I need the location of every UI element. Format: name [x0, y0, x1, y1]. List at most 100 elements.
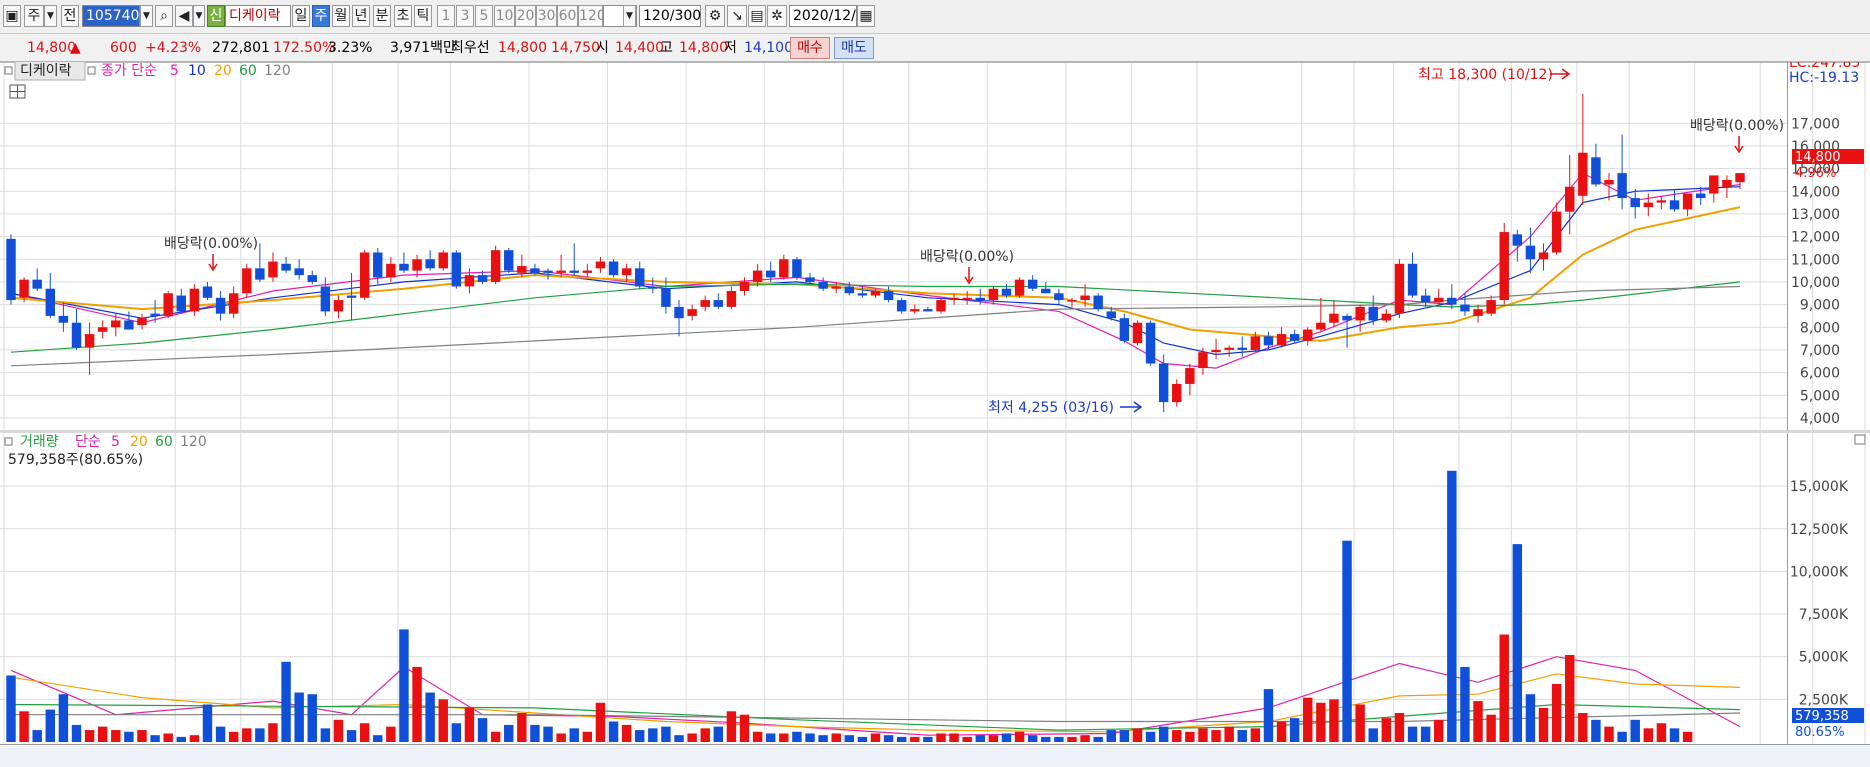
candle-body [1093, 295, 1103, 310]
interval-30-button[interactable]: 30 [536, 5, 557, 27]
candle-body [582, 270, 593, 273]
volume-bar [242, 728, 252, 742]
candle-body [32, 279, 42, 289]
candle-body [556, 270, 566, 273]
volume-tick-label: 7,500K [1799, 607, 1849, 623]
volume-bar [1316, 702, 1326, 742]
interval-60-button[interactable]: 60 [557, 5, 578, 27]
volume-bar [1198, 728, 1208, 742]
volume-tick-label: 10,000K [1790, 564, 1849, 580]
interval-3-button[interactable]: 3 [456, 5, 474, 27]
period-day-button[interactable]: 일 [292, 5, 310, 27]
sell-button[interactable]: 매도 [834, 37, 874, 59]
volume-bar [176, 736, 186, 742]
speaker-icon[interactable]: ◀ [175, 5, 193, 27]
volume-bar [425, 692, 435, 742]
chevron-down-icon[interactable]: ▼ [623, 5, 636, 27]
volume-bar [831, 733, 841, 742]
volume-bar [1512, 544, 1523, 742]
trend-tool-icon[interactable]: ↘ [727, 5, 747, 27]
period-year-button[interactable]: 년 [352, 5, 370, 27]
window-icon[interactable]: ▣ [3, 5, 21, 27]
candle-body [1394, 263, 1405, 314]
volume-tick-label: 5,000K [1799, 650, 1849, 666]
volume-bar [399, 629, 409, 742]
candlesticks [6, 93, 1745, 413]
candle-body [1735, 173, 1745, 183]
interval-120-button[interactable]: 120 [578, 5, 606, 27]
volume-bar [1224, 726, 1234, 742]
candle-body [189, 288, 200, 312]
ma-toggle-icon[interactable] [87, 66, 96, 75]
stock-code-input[interactable]: 105740 [82, 5, 140, 27]
chevron-down-icon[interactable]: ▼ [140, 5, 153, 27]
volume-bar [333, 719, 344, 742]
volume-bar [1604, 726, 1614, 742]
volume-bar [582, 731, 593, 742]
candle-body [1551, 211, 1562, 253]
dividend-annotation-1: 배당락(0.00%) [164, 236, 258, 252]
candle-body [150, 313, 160, 316]
search-icon[interactable]: ⌕ [155, 5, 173, 27]
candle-body [464, 275, 475, 287]
volume-bar [687, 733, 697, 742]
volume-tick-label: 12,500K [1790, 522, 1849, 538]
gear-icon[interactable]: ✲ [767, 5, 787, 27]
chevron-down-icon[interactable]: ▼ [44, 5, 57, 27]
candle-body [883, 291, 894, 301]
price-tick-label: 6,000 [1800, 366, 1840, 382]
mode-button[interactable]: 전 [61, 5, 79, 27]
candle-body [1407, 263, 1418, 296]
panel-minimize-icon[interactable] [1854, 434, 1866, 445]
candle-body [648, 286, 658, 289]
chevron-down-icon[interactable]: ▼ [193, 5, 205, 27]
period-main-select[interactable]: 주 [24, 5, 44, 27]
period-second-button[interactable]: 초 [394, 5, 412, 27]
candle-body [1080, 295, 1090, 301]
volume-bar [792, 731, 802, 742]
indicator-settings-icon[interactable]: ⚙ [705, 5, 725, 27]
date-input[interactable]: 2020/12/28 [789, 5, 874, 27]
volume-legend-toggle-icon[interactable] [4, 437, 13, 446]
period-month-button[interactable]: 월 [332, 5, 350, 27]
volume-bar [1093, 736, 1103, 742]
candle-body [373, 252, 383, 278]
buy-button[interactable]: 매수 [790, 37, 830, 59]
price-tick-label: 15,000 [1791, 162, 1840, 178]
stock-label: 디케이락 [20, 63, 72, 79]
candle-body [1211, 349, 1221, 353]
volume-bar [228, 731, 239, 742]
volume-bar [556, 733, 566, 742]
candle-body [1224, 347, 1234, 350]
volume-bar [805, 733, 815, 742]
volume-bar [517, 713, 527, 742]
candle-body [412, 259, 422, 271]
calendar-icon[interactable]: ▦ [857, 5, 875, 27]
candle-body [124, 320, 134, 330]
data-count-input[interactable]: 120/300 [639, 5, 701, 27]
dividend-arrow-icon [1734, 136, 1744, 154]
high-label: 고 [660, 40, 673, 56]
candle-body [1434, 297, 1444, 303]
chart-area[interactable]: 4,000 5,000 6,000 7,000 8,000 9,000 10,000 11,0… [0, 62, 1870, 767]
candle-body [346, 295, 357, 298]
save-icon[interactable]: ▤ [748, 5, 766, 27]
candle-body [333, 300, 344, 312]
interval-20-button[interactable]: 20 [515, 5, 536, 27]
panel-splitter[interactable] [0, 430, 1870, 433]
volume-bar [910, 736, 920, 742]
candle-body [1289, 334, 1300, 341]
volume-bar [1407, 726, 1418, 742]
candle-body [255, 268, 265, 280]
period-week-button[interactable]: 주 [312, 5, 330, 27]
min-price-annotation: 최저 4,255 (03/16) [988, 400, 1114, 416]
volume-bar [1538, 707, 1549, 742]
period-minute-button[interactable]: 분 [373, 5, 391, 27]
candle-body [307, 275, 317, 282]
legend-toggle-icon[interactable] [4, 66, 13, 75]
volume-bar [1211, 730, 1221, 742]
interval-5-button[interactable]: 5 [475, 5, 493, 27]
interval-10-button[interactable]: 10 [494, 5, 515, 27]
interval-1-button[interactable]: 1 [437, 5, 455, 27]
period-tick-button[interactable]: 틱 [414, 5, 432, 27]
